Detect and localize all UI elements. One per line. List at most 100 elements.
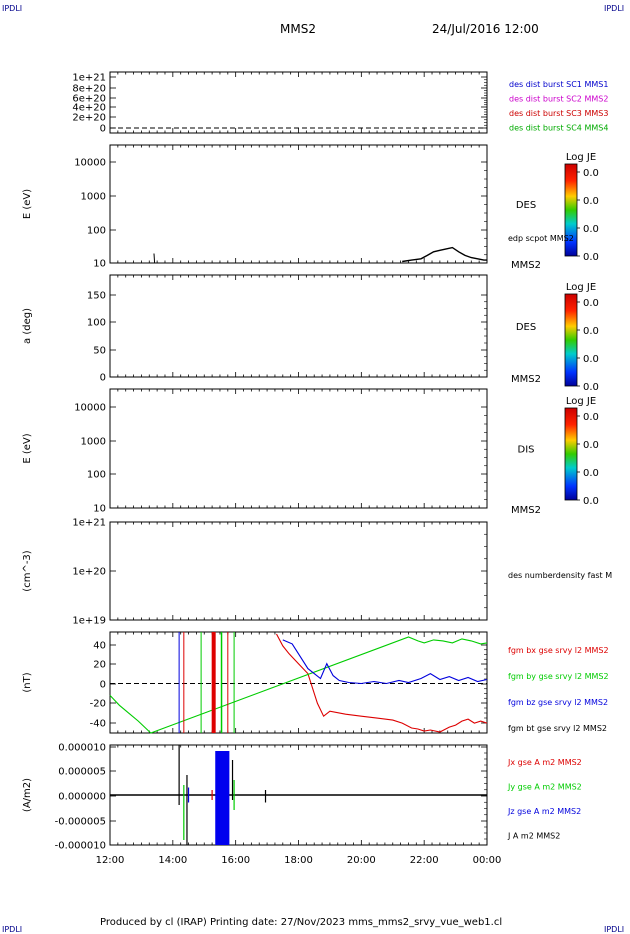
panel-frame: [109, 521, 488, 621]
x-tick-label: 12:00: [96, 855, 125, 866]
fgm-legend-entry: fgm bx gse srvy l2 MMS2: [508, 646, 609, 655]
y-tick-label: -40: [90, 719, 106, 730]
dis-energy-panel: 10 100 1000 10000 E (eV) DIS MMS2 Log JE 0.0 0.0 0…: [22, 388, 599, 516]
des-energy-panel: 10 100 1000 10000 E (eV) DES MMS2 Log JE 0.0 0.0 0…: [22, 144, 599, 271]
x-tick-label: 00:00: [473, 855, 502, 866]
x-tick-label: 22:00: [410, 855, 439, 866]
y-tick-label: -0.000005: [55, 817, 106, 828]
colorbar-title: Log JE: [566, 152, 596, 163]
product-label: DES: [516, 200, 536, 211]
colorbar-tick-label: 0.0: [583, 252, 599, 263]
colorbar-tick-label: 0.0: [583, 168, 599, 179]
legend-entry: des dist burst SC3 MMS3: [509, 109, 608, 118]
edp-scpot-line: [402, 246, 487, 263]
y-axis-label: E (eV): [22, 189, 33, 219]
current-legend-entry: Jy gse A m2 MMS2: [507, 783, 582, 792]
y-tick-label: 1000: [81, 192, 106, 203]
current-density-panel: -0.000010 -0.000005 0.000000 0.000005 0.0000…: [22, 743, 488, 852]
fgm-legend-entry: fgm by gse srvy l2 MMS2: [508, 672, 609, 681]
y-tick-label: 0.000010: [58, 743, 106, 754]
legend-entry: des dist burst SC4 MMS4: [509, 124, 608, 133]
product-label: DIS: [518, 445, 535, 456]
colorbar-tick-label: 0.0: [583, 382, 599, 393]
y-tick-label: 1e+19: [72, 616, 106, 627]
spacecraft-title: MMS2: [280, 22, 316, 36]
colorbar-tick-label: 0.0: [583, 412, 599, 423]
x-tick-label: 16:00: [221, 855, 250, 866]
colorbar-tick-label: 0.0: [583, 468, 599, 479]
x-tick-label: 20:00: [347, 855, 376, 866]
y-tick-label: 0: [100, 680, 106, 691]
panel-frame: [109, 274, 488, 378]
y-axis-label: (cm^-3): [22, 550, 33, 591]
y-axis-label: E (eV): [22, 433, 33, 463]
colorbar-title: Log JE: [566, 396, 596, 407]
colorbar-tick-label: 0.0: [583, 496, 599, 507]
y-tick-label: 0: [100, 373, 106, 384]
des-pitch-angle-panel: 0 50 100 150 a (deg) DES MMS2 Log JE 0.0 0.0 0.0 0.…: [22, 274, 599, 393]
corner-label-top-right: IPDLI: [604, 4, 625, 13]
y-tick-label: 1000: [81, 437, 106, 448]
x-tick-label: 18:00: [284, 855, 313, 866]
current-legend-entry: Jz gse A m2 MMS2: [507, 807, 581, 816]
product-label: DES: [516, 322, 536, 333]
y-tick-label: 10000: [74, 403, 106, 414]
fgm-legend-entry: fgm bt gse srvy l2 MMS2: [508, 724, 607, 733]
density-label: des numberdensity fast M: [508, 571, 612, 580]
legend-entry: des dist burst SC2 MMS2: [509, 95, 608, 104]
corner-label-bottom-right: IPDLI: [604, 925, 625, 934]
overlay-label: edp scpot MMS2: [508, 234, 574, 243]
y-tick-label: 6e+20: [72, 94, 106, 105]
y-tick-label: 1e+21: [72, 73, 106, 84]
colorbar-tick-label: 0.0: [583, 326, 599, 337]
y-tick-label: 2e+20: [72, 113, 106, 124]
colorbar-tick-label: 0.0: [583, 224, 599, 235]
y-tick-label: 10: [93, 504, 106, 515]
panel-frame: [109, 71, 488, 134]
spacecraft-label: MMS2: [511, 374, 541, 385]
y-tick-label: 0.000005: [58, 767, 106, 778]
y-tick-label: 1e+20: [72, 567, 106, 578]
y-tick-label: 10000: [74, 158, 106, 169]
current-legend-entry: J A m2 MMS2: [507, 832, 560, 841]
y-tick-label: 100: [87, 318, 106, 329]
fgm-series-line: [276, 633, 488, 733]
fgm-legend-entry: fgm bz gse srvy l2 MMS2: [508, 698, 608, 707]
y-tick-label: -0.000010: [55, 841, 106, 852]
y-tick-label: 10: [93, 259, 106, 270]
y-axis-label: a (deg): [22, 308, 33, 344]
y-tick-label: 100: [87, 226, 106, 237]
fgm-series-line: [282, 639, 488, 685]
fgm-series-line: [109, 636, 488, 734]
y-tick-label: 150: [87, 291, 106, 302]
des-numberdensity-panel: 1e+19 1e+20 1e+21 (cm^-3): [22, 518, 488, 627]
y-tick-label: 20: [93, 660, 106, 671]
panel-frame: [109, 631, 488, 734]
y-tick-label: 1e+21: [72, 518, 106, 529]
panel-frame: [109, 144, 488, 264]
spacecraft-label: MMS2: [511, 260, 541, 271]
plot-date: 24/Jul/2016 12:00: [432, 22, 539, 36]
y-tick-label: 40: [93, 641, 106, 652]
corner-label-bottom-left: IPDLI: [2, 925, 23, 934]
spacecraft-label: MMS2: [511, 505, 541, 516]
fgm-panel: -40 -20 0 20 40 (nT): [22, 631, 488, 734]
panel-frame: [109, 388, 488, 509]
colorbar-title: Log JE: [566, 282, 596, 293]
y-axis-label: (A/m2): [22, 778, 33, 812]
y-axis-label: (nT): [22, 672, 33, 692]
colorbar-tick-label: 0.0: [583, 196, 599, 207]
colorbar: [564, 407, 578, 501]
footer-credit: Produced by cl (IRAP) Printing date: 27/…: [100, 917, 503, 928]
y-tick-label: -20: [90, 699, 106, 710]
colorbar-tick-label: 0.0: [583, 298, 599, 309]
colorbar: [564, 293, 578, 387]
y-tick-label: 4e+20: [72, 103, 106, 114]
y-tick-label: 8e+20: [72, 84, 106, 95]
colorbar-tick-label: 0.0: [583, 354, 599, 365]
corner-label-top-left: IPDLI: [2, 4, 23, 13]
y-tick-label: 0: [100, 124, 106, 135]
y-tick-label: 100: [87, 470, 106, 481]
